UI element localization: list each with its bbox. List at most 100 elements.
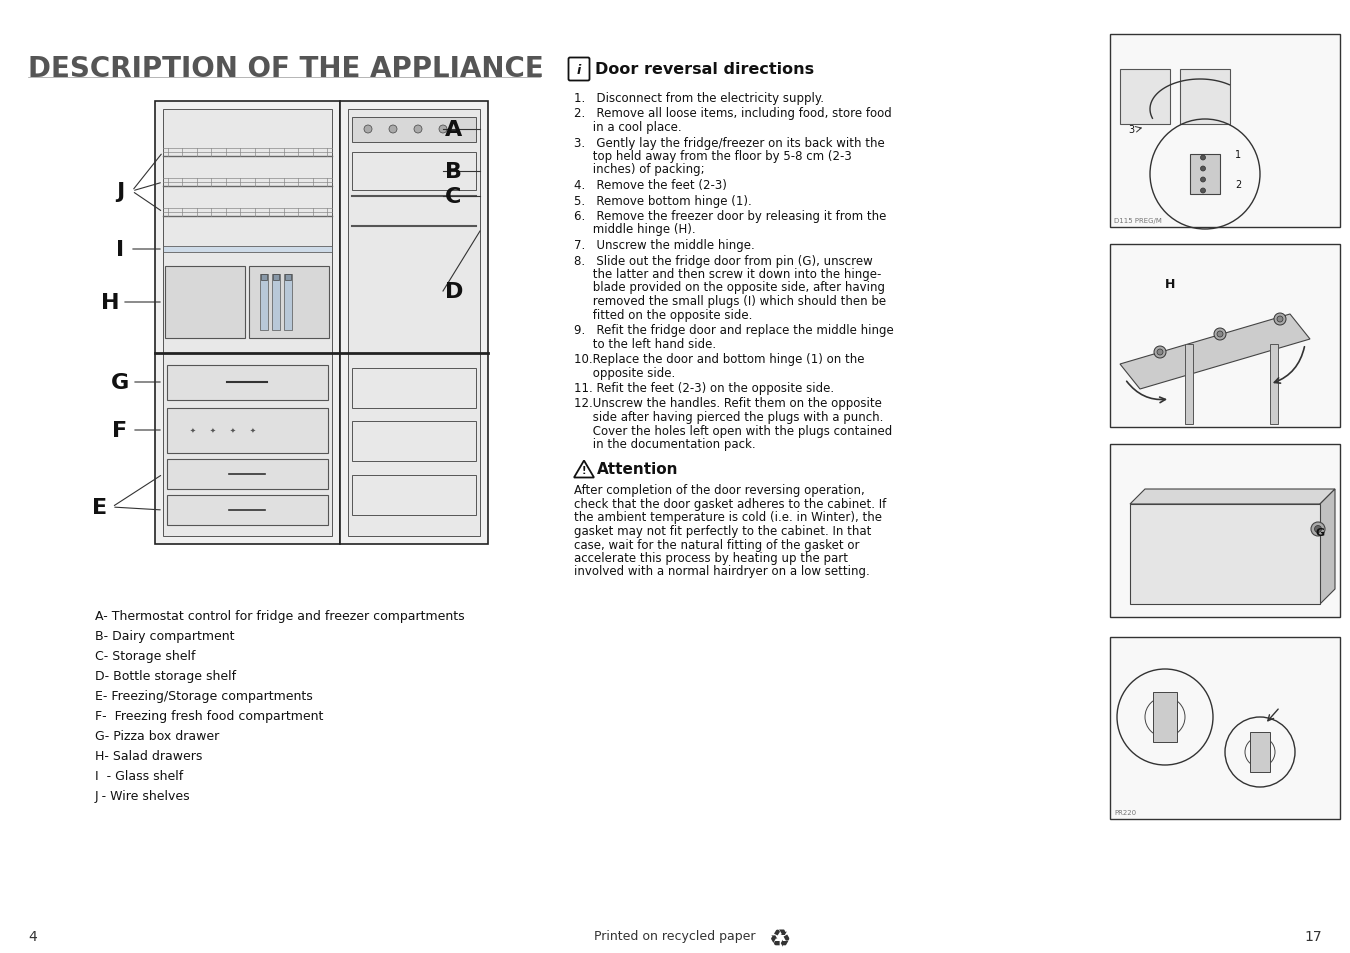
Text: J - Wire shelves: J - Wire shelves <box>95 789 190 802</box>
Text: J: J <box>116 182 124 202</box>
Text: 7.   Unscrew the middle hinge.: 7. Unscrew the middle hinge. <box>574 239 755 252</box>
Polygon shape <box>1130 490 1335 504</box>
Bar <box>261 274 267 281</box>
Text: the latter and then screw it down into the hinge-: the latter and then screw it down into t… <box>574 268 882 281</box>
Circle shape <box>1274 314 1287 326</box>
Text: in a cool place.: in a cool place. <box>574 121 682 133</box>
Text: to the left hand side.: to the left hand side. <box>574 337 716 350</box>
Text: Printed on recycled paper: Printed on recycled paper <box>594 929 756 942</box>
Bar <box>163 247 332 253</box>
Text: ♻: ♻ <box>768 927 791 951</box>
Text: 4: 4 <box>28 929 36 943</box>
Bar <box>273 274 279 281</box>
Polygon shape <box>1320 490 1335 604</box>
Text: DESCRIPTION OF THE APPLIANCE: DESCRIPTION OF THE APPLIANCE <box>28 55 544 83</box>
Text: H: H <box>101 293 119 313</box>
Text: 1: 1 <box>1235 150 1241 160</box>
Text: involved with a normal hairdryer on a low setting.: involved with a normal hairdryer on a lo… <box>574 565 869 578</box>
Text: Attention: Attention <box>597 462 679 477</box>
Text: D: D <box>446 282 463 302</box>
Circle shape <box>389 126 397 133</box>
Bar <box>1110 245 1341 428</box>
Bar <box>163 110 332 537</box>
Text: Cover the holes left open with the plugs contained: Cover the holes left open with the plugs… <box>574 424 892 437</box>
Circle shape <box>1311 522 1324 537</box>
Text: check that the door gasket adheres to the cabinet. If: check that the door gasket adheres to th… <box>574 497 886 511</box>
Bar <box>285 274 292 281</box>
Polygon shape <box>1130 504 1320 604</box>
Text: top held away from the floor by 5-8 cm (2-3: top held away from the floor by 5-8 cm (… <box>574 150 852 163</box>
Bar <box>165 267 244 338</box>
Text: G- Pizza box drawer: G- Pizza box drawer <box>95 729 219 742</box>
Text: F: F <box>112 420 127 440</box>
Bar <box>167 409 328 454</box>
Bar <box>155 102 340 544</box>
Bar <box>167 366 328 400</box>
Text: 2.   Remove all loose items, including food, store food: 2. Remove all loose items, including foo… <box>574 108 892 120</box>
Text: I  - Glass shelf: I - Glass shelf <box>95 769 184 782</box>
Bar <box>1180 70 1230 125</box>
Circle shape <box>1154 347 1166 358</box>
Bar <box>1110 444 1341 618</box>
Text: E: E <box>92 497 108 517</box>
Circle shape <box>1216 332 1223 337</box>
Circle shape <box>1315 526 1322 533</box>
Circle shape <box>1214 329 1226 340</box>
Bar <box>352 476 477 516</box>
Text: B- Dairy compartment: B- Dairy compartment <box>95 629 235 642</box>
Text: 1.   Disconnect from the electricity supply.: 1. Disconnect from the electricity suppl… <box>574 91 824 105</box>
Bar <box>261 274 269 331</box>
Bar <box>348 110 481 537</box>
Bar <box>1185 345 1193 424</box>
Text: ✦: ✦ <box>211 428 216 434</box>
Bar <box>1110 638 1341 820</box>
Circle shape <box>1157 350 1162 355</box>
Bar <box>352 118 477 143</box>
Text: case, wait for the natural fitting of the gasket or: case, wait for the natural fitting of th… <box>574 537 860 551</box>
Text: G: G <box>1316 527 1324 537</box>
Text: 2: 2 <box>1235 180 1241 190</box>
Text: 10.Replace the door and bottom hinge (1) on the: 10.Replace the door and bottom hinge (1)… <box>574 353 864 366</box>
Text: After completion of the door reversing operation,: After completion of the door reversing o… <box>574 484 865 497</box>
Text: middle hinge (H).: middle hinge (H). <box>574 223 695 236</box>
Text: PR220: PR220 <box>1114 809 1137 815</box>
Text: F-  Freezing fresh food compartment: F- Freezing fresh food compartment <box>95 709 324 722</box>
Text: C: C <box>446 187 462 207</box>
FancyBboxPatch shape <box>568 58 590 81</box>
Text: 8.   Slide out the fridge door from pin (G), unscrew: 8. Slide out the fridge door from pin (G… <box>574 254 872 267</box>
Text: the ambient temperature is cold (i.e. in Winter), the: the ambient temperature is cold (i.e. in… <box>574 511 882 524</box>
Text: ✦: ✦ <box>190 428 196 434</box>
Polygon shape <box>1120 314 1310 390</box>
Text: 9.   Refit the fridge door and replace the middle hinge: 9. Refit the fridge door and replace the… <box>574 324 894 336</box>
Text: in the documentation pack.: in the documentation pack. <box>574 437 756 451</box>
Circle shape <box>439 126 447 133</box>
Text: 17: 17 <box>1304 929 1322 943</box>
Bar <box>352 421 477 461</box>
Text: ✦: ✦ <box>250 428 256 434</box>
Bar <box>1120 70 1170 125</box>
Bar <box>340 102 487 544</box>
Text: 5.   Remove bottom hinge (1).: 5. Remove bottom hinge (1). <box>574 194 752 208</box>
Circle shape <box>1200 178 1206 183</box>
Text: C- Storage shelf: C- Storage shelf <box>95 649 196 662</box>
Text: A: A <box>446 120 462 140</box>
Bar <box>1250 732 1270 772</box>
Text: G: G <box>111 373 130 393</box>
Text: side after having pierced the plugs with a punch.: side after having pierced the plugs with… <box>574 411 883 423</box>
Circle shape <box>364 126 373 133</box>
Text: Door reversal directions: Door reversal directions <box>595 63 814 77</box>
Circle shape <box>1277 316 1282 323</box>
Text: H- Salad drawers: H- Salad drawers <box>95 749 202 762</box>
Text: B: B <box>446 162 462 182</box>
Bar <box>352 152 477 191</box>
Text: removed the small plugs (I) which should then be: removed the small plugs (I) which should… <box>574 294 886 308</box>
Bar <box>167 459 328 490</box>
Text: 3.   Gently lay the fridge/freezer on its back with the: 3. Gently lay the fridge/freezer on its … <box>574 136 884 150</box>
Bar <box>1153 692 1177 742</box>
Text: ✦: ✦ <box>230 428 236 434</box>
Text: inches) of packing;: inches) of packing; <box>574 163 705 176</box>
Bar <box>284 274 292 331</box>
Text: 12.Unscrew the handles. Refit them on the opposite: 12.Unscrew the handles. Refit them on th… <box>574 397 882 410</box>
Text: gasket may not fit perfectly to the cabinet. In that: gasket may not fit perfectly to the cabi… <box>574 524 871 537</box>
Bar <box>352 369 477 409</box>
